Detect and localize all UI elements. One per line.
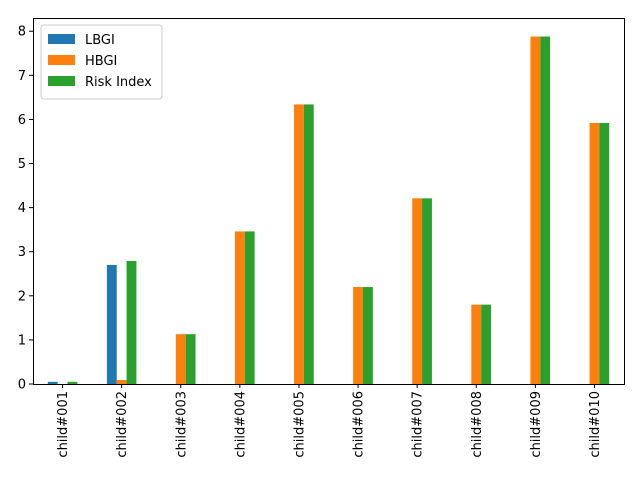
legend-label-hbgi: HBGI (85, 54, 117, 69)
x-tick-label: child#001 (56, 391, 71, 458)
bar-hbgi-child009 (530, 36, 541, 385)
x-tick-label: child#005 (292, 391, 307, 458)
legend-swatch-lbgi (48, 34, 75, 44)
y-tick-label: 4 (18, 201, 26, 216)
x-axis: child#001 child#002 child#003 child#004 chil… (56, 384, 603, 458)
y-tick-label: 5 (18, 157, 26, 172)
y-tick-label: 1 (18, 333, 26, 348)
bar-risk-index-child002 (126, 260, 137, 384)
bar-risk-index-child006 (362, 286, 373, 384)
y-axis: 0 1 2 3 4 5 6 7 8 (18, 25, 33, 393)
y-tick-label: 8 (18, 25, 26, 40)
x-tick-label: child#002 (115, 391, 130, 458)
x-tick-label: child#007 (411, 391, 426, 458)
legend-swatch-hbgi (48, 55, 75, 65)
x-tick-label: child#008 (470, 391, 485, 458)
y-tick-label: 2 (18, 289, 26, 304)
y-tick-label: 6 (18, 113, 26, 128)
y-tick-label: 3 (18, 245, 26, 260)
x-tick-label: child#010 (588, 391, 603, 458)
bar-risk-index-child009 (540, 36, 551, 385)
legend-label-lbgi: LBGI (85, 33, 115, 48)
bar-risk-index-child007 (422, 198, 432, 384)
legend-label-risk-index: Risk Index (85, 75, 152, 90)
bar-risk-index-child010 (599, 122, 610, 384)
y-tick-label: 0 (18, 378, 26, 393)
bar-hbgi-child005 (294, 104, 304, 384)
bar-hbgi-child003 (175, 334, 186, 384)
x-tick-label: child#003 (174, 391, 189, 458)
bar-risk-index-child003 (185, 334, 196, 384)
legend-swatch-risk-index (48, 76, 75, 86)
legend: LBGI HBGI Risk Index (40, 24, 163, 100)
bar-lbgi-child001 (47, 381, 58, 384)
x-tick-label: child#006 (352, 391, 367, 458)
bar-risk-index-child001 (67, 381, 78, 384)
bar-hbgi-child006 (353, 286, 363, 384)
x-tick-label: child#004 (233, 391, 248, 458)
bars-group (47, 36, 610, 385)
plot-frame (33, 18, 625, 385)
bar-hbgi-child008 (471, 304, 482, 384)
x-tick-label: child#009 (529, 391, 544, 458)
bar-risk-index-child004 (244, 231, 255, 384)
bar-hbgi-child010 (589, 122, 600, 384)
bar-hbgi-child004 (234, 231, 245, 384)
bar-risk-index-child005 (303, 104, 314, 384)
bar-hbgi-child002 (116, 380, 127, 384)
bar-hbgi-child007 (412, 198, 423, 384)
bar-risk-index-child008 (481, 304, 492, 384)
bar-lbgi-child002 (106, 264, 117, 384)
y-tick-label: 7 (18, 69, 26, 84)
